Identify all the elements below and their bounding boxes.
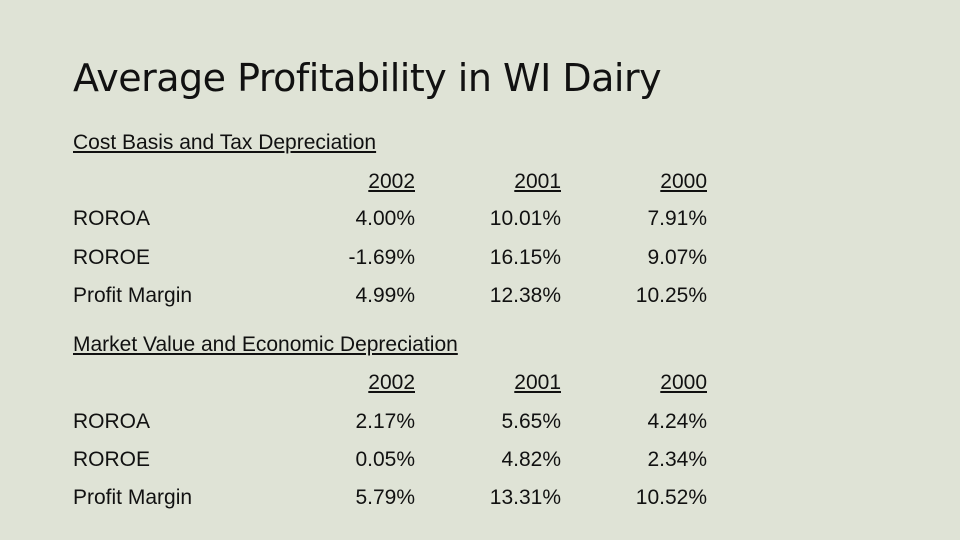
table-header-row: 2002 2001 2000 — [73, 170, 713, 198]
row-label: ROROE — [73, 246, 151, 269]
table-row-roroa: ROROA 2.17% 5.65% 4.24% — [73, 410, 713, 438]
cell-value: 12.38% — [489, 284, 561, 307]
row-label: Profit Margin — [73, 284, 193, 307]
section-heading-market-value: Market Value and Economic Depreciation — [73, 333, 458, 356]
cell-value: 13.31% — [489, 486, 561, 509]
cell-value: 5.65% — [501, 410, 561, 433]
cell-value: 4.00% — [355, 207, 415, 230]
cell-value: 10.25% — [635, 284, 707, 307]
cell-value: 2.34% — [647, 448, 707, 471]
section-heading-cost-basis: Cost Basis and Tax Depreciation — [73, 131, 377, 154]
year-header-2001: 2001 — [514, 170, 561, 193]
table-row-roroe: ROROE 0.05% 4.82% 2.34% — [73, 448, 713, 476]
cell-value: 7.91% — [647, 207, 707, 230]
cell-value: 5.79% — [355, 486, 415, 509]
year-header-2000: 2000 — [660, 371, 707, 394]
cell-value: 4.24% — [647, 410, 707, 433]
cell-value: 16.15% — [489, 246, 561, 269]
row-label: ROROA — [73, 207, 151, 230]
year-header-2000: 2000 — [660, 170, 707, 193]
cell-value: -1.69% — [348, 246, 415, 269]
cell-value: 4.99% — [355, 284, 415, 307]
cell-value: 0.05% — [355, 448, 415, 471]
row-label: ROROE — [73, 448, 151, 471]
row-label: Profit Margin — [73, 486, 193, 509]
slide-title: Average Profitability in WI Dairy — [73, 56, 662, 100]
table-row-profit-margin: Profit Margin 4.99% 12.38% 10.25% — [73, 284, 713, 312]
cell-value: 10.52% — [635, 486, 707, 509]
table-row-roroa: ROROA 4.00% 10.01% 7.91% — [73, 207, 713, 235]
row-label: ROROA — [73, 410, 151, 433]
cell-value: 2.17% — [355, 410, 415, 433]
table-row-profit-margin: Profit Margin 5.79% 13.31% 10.52% — [73, 486, 713, 514]
cell-value: 10.01% — [489, 207, 561, 230]
year-header-2001: 2001 — [514, 371, 561, 394]
table-header-row: 2002 2001 2000 — [73, 371, 713, 399]
table-row-roroe: ROROE -1.69% 16.15% 9.07% — [73, 246, 713, 274]
year-header-2002: 2002 — [368, 371, 415, 394]
cell-value: 9.07% — [647, 246, 707, 269]
year-header-2002: 2002 — [368, 170, 415, 193]
cell-value: 4.82% — [501, 448, 561, 471]
